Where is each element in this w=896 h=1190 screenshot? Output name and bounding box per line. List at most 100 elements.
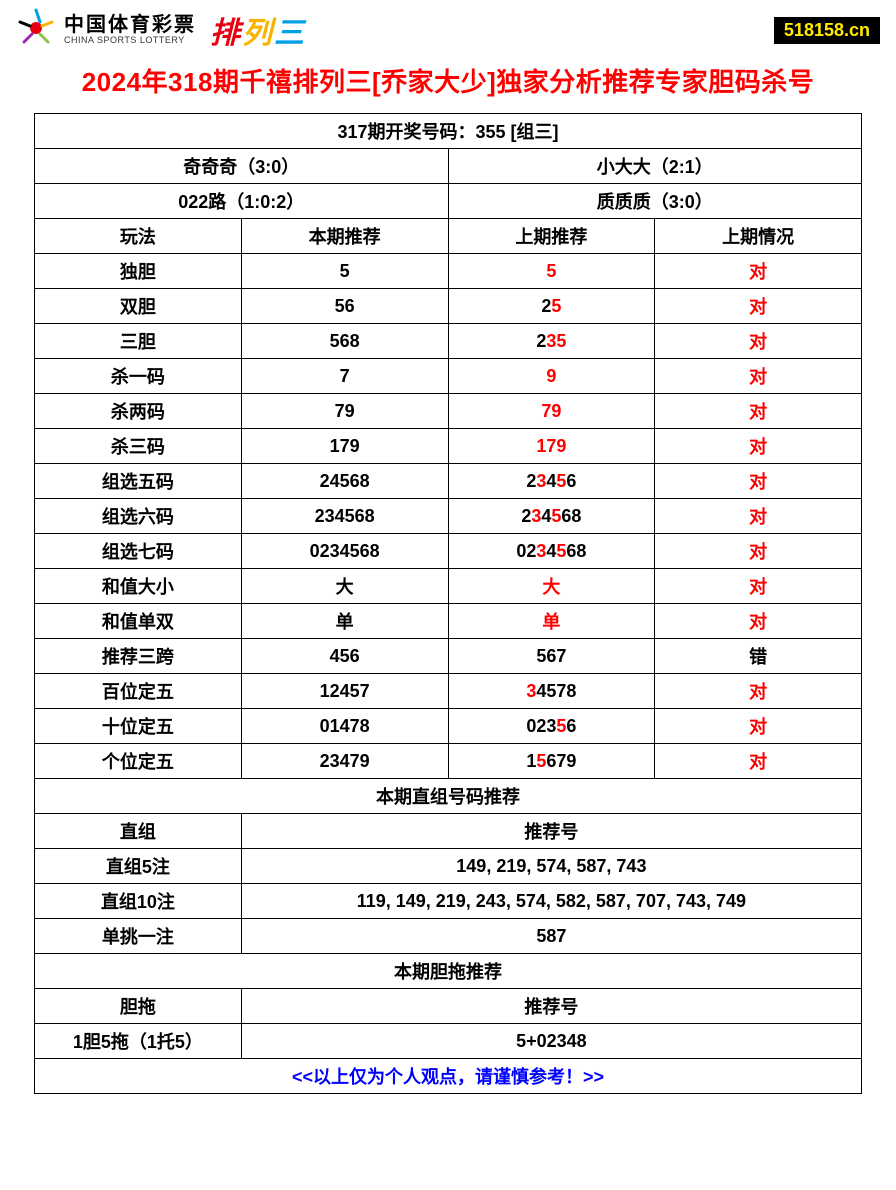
prev-status: 对	[655, 709, 862, 744]
table-row: 杀一码79对	[35, 359, 862, 394]
table-row: 独胆55对	[35, 254, 862, 289]
analysis-table: 317期开奖号码：355 [组三] 奇奇奇（3:0） 小大大（2:1） 022路…	[34, 113, 862, 1094]
dantuo-label: 1胆5拖（1托5）	[35, 1024, 242, 1059]
zhizu-value: 149, 219, 574, 587, 743	[241, 849, 861, 884]
summary-r1c1: 奇奇奇（3:0）	[35, 149, 449, 184]
play-name: 三胆	[35, 324, 242, 359]
prev-rec: 5	[448, 254, 655, 289]
pailie-lie: 列	[242, 8, 272, 52]
summary-row-2: 022路（1:0:2） 质质质（3:0）	[35, 184, 862, 219]
dantuo-value: 5+02348	[241, 1024, 861, 1059]
zhizu-row: 直组5注149, 219, 574, 587, 743	[35, 849, 862, 884]
zhizu-value: 587	[241, 919, 861, 954]
prev-rec: 34578	[448, 674, 655, 709]
prev-status: 对	[655, 569, 862, 604]
table-row: 杀三码179179对	[35, 429, 862, 464]
dantuo-col-label: 胆拖	[35, 989, 242, 1024]
play-name: 杀三码	[35, 429, 242, 464]
table-row: 组选七码02345680234568对	[35, 534, 862, 569]
current-rec: 单	[241, 604, 448, 639]
current-rec: 01478	[241, 709, 448, 744]
lottery-logo-icon	[16, 8, 56, 53]
footer-row: <<以上仅为个人观点，请谨慎参考！>>	[35, 1059, 862, 1094]
prev-status: 对	[655, 534, 862, 569]
prev-rec: 23456	[448, 464, 655, 499]
play-name: 杀两码	[35, 394, 242, 429]
prev-rec: 大	[448, 569, 655, 604]
current-rec: 234568	[241, 499, 448, 534]
current-rec: 179	[241, 429, 448, 464]
zhizu-value: 119, 149, 219, 243, 574, 582, 587, 707, …	[241, 884, 861, 919]
prev-rec: 单	[448, 604, 655, 639]
table-row: 组选五码2456823456对	[35, 464, 862, 499]
play-name: 和值大小	[35, 569, 242, 604]
dantuo-col-rec: 推荐号	[241, 989, 861, 1024]
prev-rec: 179	[448, 429, 655, 464]
pailie-san: 三	[274, 8, 304, 52]
zhizu-row: 直组10注119, 149, 219, 243, 574, 582, 587, …	[35, 884, 862, 919]
col-current: 本期推荐	[241, 219, 448, 254]
current-rec: 79	[241, 394, 448, 429]
main-table-wrap: 317期开奖号码：355 [组三] 奇奇奇（3:0） 小大大（2:1） 022路…	[0, 113, 896, 1094]
current-rec: 12457	[241, 674, 448, 709]
table-row: 十位定五0147802356对	[35, 709, 862, 744]
prev-status: 对	[655, 359, 862, 394]
zhizu-col-row: 直组 推荐号	[35, 814, 862, 849]
table-row: 个位定五2347915679对	[35, 744, 862, 779]
draw-header: 317期开奖号码：355 [组三]	[35, 114, 862, 149]
table-row: 百位定五1245734578对	[35, 674, 862, 709]
prev-status: 对	[655, 604, 862, 639]
zhizu-row: 单挑一注587	[35, 919, 862, 954]
prev-rec: 9	[448, 359, 655, 394]
zhizu-label: 单挑一注	[35, 919, 242, 954]
play-name: 独胆	[35, 254, 242, 289]
column-header-row: 玩法 本期推荐 上期推荐 上期情况	[35, 219, 862, 254]
current-rec: 5	[241, 254, 448, 289]
current-rec: 24568	[241, 464, 448, 499]
dantuo-header: 本期胆拖推荐	[35, 954, 862, 989]
col-prev: 上期推荐	[448, 219, 655, 254]
prev-rec: 567	[448, 639, 655, 674]
col-play: 玩法	[35, 219, 242, 254]
prev-status: 对	[655, 464, 862, 499]
table-row: 推荐三跨456567错	[35, 639, 862, 674]
prev-status: 对	[655, 674, 862, 709]
col-status: 上期情况	[655, 219, 862, 254]
summary-r1c2: 小大大（2:1）	[448, 149, 862, 184]
play-name: 双胆	[35, 289, 242, 324]
prev-rec: 25	[448, 289, 655, 324]
zhizu-label: 直组10注	[35, 884, 242, 919]
play-name: 和值单双	[35, 604, 242, 639]
prev-rec: 0234568	[448, 534, 655, 569]
current-rec: 456	[241, 639, 448, 674]
logo-cn: 中国体育彩票	[64, 14, 196, 36]
prev-status: 对	[655, 744, 862, 779]
table-row: 双胆5625对	[35, 289, 862, 324]
page-header: 中国体育彩票 CHINA SPORTS LOTTERY 排 列 三 518158…	[0, 0, 896, 56]
zhizu-col-rec: 推荐号	[241, 814, 861, 849]
pailie-pai: 排	[210, 8, 240, 52]
current-rec: 0234568	[241, 534, 448, 569]
play-name: 组选五码	[35, 464, 242, 499]
logo-area: 中国体育彩票 CHINA SPORTS LOTTERY 排 列 三	[16, 8, 304, 53]
prev-rec: 79	[448, 394, 655, 429]
prev-status: 对	[655, 254, 862, 289]
dantuo-row: 1胆5拖（1托5）5+02348	[35, 1024, 862, 1059]
zhizu-col-label: 直组	[35, 814, 242, 849]
page-title: 2024年318期千禧排列三[乔家大少]独家分析推荐专家胆码杀号	[0, 56, 896, 113]
prev-rec: 02356	[448, 709, 655, 744]
play-name: 组选六码	[35, 499, 242, 534]
table-row: 杀两码7979对	[35, 394, 862, 429]
zhizu-header-row: 本期直组号码推荐	[35, 779, 862, 814]
prev-rec: 234568	[448, 499, 655, 534]
prev-status: 对	[655, 429, 862, 464]
current-rec: 568	[241, 324, 448, 359]
draw-header-row: 317期开奖号码：355 [组三]	[35, 114, 862, 149]
table-row: 和值单双单单对	[35, 604, 862, 639]
logo-en: CHINA SPORTS LOTTERY	[64, 36, 196, 46]
site-badge: 518158.cn	[774, 17, 880, 44]
summary-row-1: 奇奇奇（3:0） 小大大（2:1）	[35, 149, 862, 184]
summary-r2c2: 质质质（3:0）	[448, 184, 862, 219]
current-rec: 7	[241, 359, 448, 394]
play-name: 百位定五	[35, 674, 242, 709]
